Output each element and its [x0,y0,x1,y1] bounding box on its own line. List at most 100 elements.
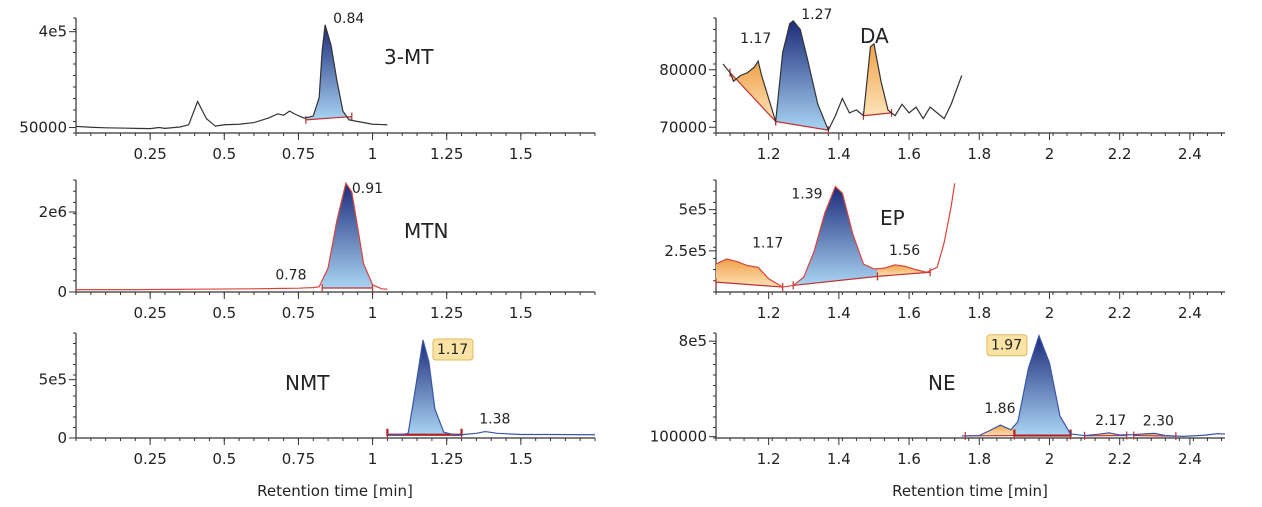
x-tick-label: 1.4 [827,145,851,163]
x-tick-label: 0.75 [282,304,315,322]
y-tick-label: 0 [57,429,67,447]
chromatogram-trace [76,181,388,291]
integration-baseline [775,120,829,131]
panel-mtn: 0 2e6 0.25 0.5 0.75 1 1.25 1.5 0.91 0.78 [39,179,596,322]
panel-ep: 2.5e5 5e5 1.2 1.4 1.6 1.8 2 2.2 2.4 1.17 1.39 1.56 [664,179,1225,322]
x-tick-label: 0.5 [212,304,236,322]
highlighted-peak-box [986,334,1028,357]
minor-peak-area [716,259,783,288]
y-tick-label: 4e5 [39,23,67,41]
peak-rt-label: 1.39 [791,187,822,203]
y-tick-label: 5e5 [39,371,67,389]
main-peak-area [775,20,829,131]
peak-rt-label: 1.97 [991,338,1022,354]
x-tick-label: 1.2 [757,145,781,163]
y-tick-label: 5e5 [679,201,707,219]
chromatogram-trace [715,183,956,288]
y-tick-label: 100000 [650,428,707,446]
x-tick-label: 0.25 [133,450,166,468]
peak-rt-label: 1.17 [437,342,468,358]
main-peak-area [305,24,352,121]
main-peak-area [1014,335,1071,436]
compound-label-mtn: MTN [404,219,448,243]
selection-bracket [386,428,463,436]
x-tick-label: 1.5 [509,450,533,468]
x-tick-label: 2.2 [1108,450,1132,468]
integration-baseline [729,72,777,122]
x-tick-label: 2.2 [1108,145,1132,163]
peak-rt-label: 2.30 [1143,413,1174,429]
y-tick-label: 2.5e5 [664,242,707,260]
x-tick-label: 1.2 [757,450,781,468]
compound-label-ep: EP [880,206,905,230]
main-peak-area [793,186,878,286]
panel-ne: 100000 8e5 1.2 1.4 1.6 1.8 2 2.2 2.4 1.86 1.97 2.17… [650,332,1226,468]
peak-rt-label: 0.91 [352,181,383,197]
x-tick-label: 1.5 [509,145,533,163]
compound-label-ne: NE [928,371,956,395]
x-tick-label: 1.8 [967,145,991,163]
chromatogram-trace [387,339,596,436]
x-tick-label: 2.2 [1108,304,1132,322]
x-tick-label: 1.25 [430,145,463,163]
panel-3mt: 50000 4e5 0.25 0.5 0.75 1 1.25 1.5 0.84 [19,11,596,163]
x-tick-label: 2.4 [1178,450,1202,468]
x-tick-label: 1.8 [967,450,991,468]
x-tick-label: 2 [1045,450,1055,468]
compound-label-3mt: 3-MT [384,45,434,69]
x-tick-label: 1.6 [897,304,921,322]
peak-rt-label: 1.17 [752,236,783,252]
peak-rt-label: 0.78 [275,268,306,284]
x-tick-label: 1.6 [897,145,921,163]
peak-rt-label: 1.17 [740,31,771,47]
x-tick-label: 0.5 [212,145,236,163]
x-tick-label: 1.8 [967,304,991,322]
x-tick-label: 0.75 [282,450,315,468]
x-tick-label: 1.25 [430,450,463,468]
x-tick-label: 1.6 [897,450,921,468]
x-tick-label: 1.2 [757,304,781,322]
x-tick-label: 2 [1045,304,1055,322]
x-tick-label: 1 [368,450,378,468]
main-peak-area [322,183,373,288]
x-tick-label: 1.4 [827,450,851,468]
highlighted-peak-box [432,338,474,361]
peak-rt-label: 2.17 [1095,413,1126,429]
compound-label-da: DA [860,24,889,48]
x-axis-title-left: Retention time [min] [257,482,413,500]
integration-baseline [793,275,878,287]
x-tick-label: 1 [368,304,378,322]
integration-baseline [305,115,352,121]
x-tick-label: 0.25 [133,304,166,322]
y-tick-label: 0 [57,283,67,301]
main-peak-area [387,340,462,436]
y-tick-label: 8e5 [679,332,707,350]
x-tick-label: 1 [368,145,378,163]
panel-da: 70000 80000 1.2 1.4 1.6 1.8 2 2.2 2.4 1.17 1.27 [659,7,1225,163]
x-tick-label: 1.5 [509,304,533,322]
integration-baseline [863,112,892,117]
minor-peak-area [730,61,776,122]
peak-rt-label: 1.38 [479,412,510,428]
selection-bracket [1013,429,1072,437]
x-tick-label: 2.4 [1178,304,1202,322]
x-tick-label: 0.75 [282,145,315,163]
peak-rt-label: 1.56 [889,243,920,259]
compound-label-nmt: NMT [285,371,330,395]
x-tick-label: 1.25 [430,304,463,322]
peak-rt-label: 1.86 [984,401,1015,417]
integration-baseline [877,271,931,277]
y-tick-label: 2e6 [39,203,67,221]
chromatogram-trace [961,333,1226,437]
y-tick-label: 50000 [19,119,67,137]
x-tick-label: 2.4 [1178,145,1202,163]
x-tick-label: 0.5 [212,450,236,468]
integration-baseline [715,281,783,288]
y-tick-label: 80000 [659,61,707,79]
x-axis-title-right: Retention time [min] [892,482,1048,500]
peak-rt-label: 1.27 [801,7,832,23]
x-tick-label: 1.4 [827,304,851,322]
chromatogram-trace [75,24,388,130]
chromatogram-trace [722,20,963,132]
